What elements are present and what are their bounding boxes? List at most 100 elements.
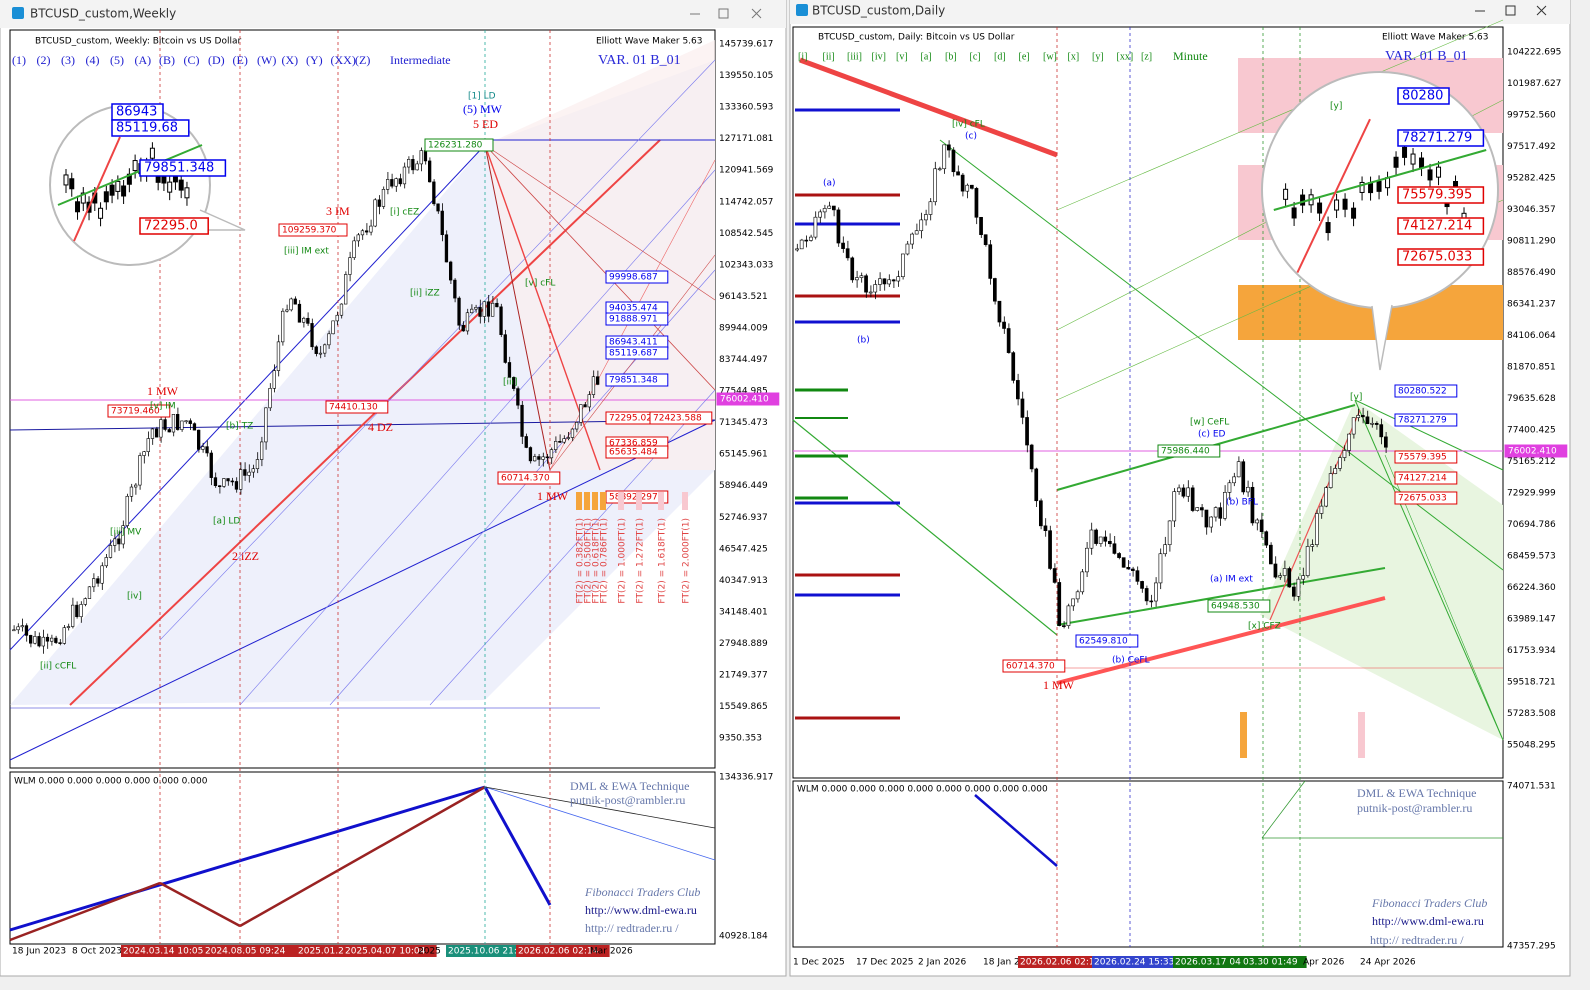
- wave-button[interactable]: [iv]: [872, 51, 886, 62]
- candle: [1241, 461, 1246, 493]
- candle: [96, 578, 100, 584]
- wave-button[interactable]: (5): [110, 53, 124, 67]
- zoom-level-box: [111, 119, 190, 137]
- wave-button[interactable]: (B): [159, 53, 175, 67]
- price-axis-label: 72929.999: [1507, 489, 1556, 499]
- candle: [310, 323, 314, 348]
- candle: [289, 298, 293, 311]
- wave-button[interactable]: [xx]: [1117, 51, 1134, 62]
- candle: [1347, 433, 1351, 451]
- wave-button[interactable]: [iii]: [847, 51, 862, 62]
- left-title: BTCUSD_custom,Weekly: [30, 7, 176, 21]
- candle: [155, 428, 159, 438]
- right-title: BTCUSD_custom,Daily: [812, 4, 945, 18]
- right-window-buttons[interactable]: [1475, 5, 1547, 16]
- wave-button[interactable]: [x]: [1068, 51, 1080, 62]
- candle: [1250, 486, 1255, 524]
- candle: [570, 428, 575, 438]
- wave-label: 5 ED: [473, 117, 498, 131]
- candle: [360, 230, 365, 236]
- wave-label: (a): [823, 179, 836, 189]
- wave-button[interactable]: [d]: [994, 51, 1006, 62]
- degree-button[interactable]: Intermediate: [390, 53, 451, 67]
- wave-button[interactable]: [i]: [798, 51, 807, 62]
- price-level: 60714.370: [1006, 662, 1055, 672]
- date-axis-label: 2026.03.17 04:35: [1175, 958, 1255, 968]
- wave-button[interactable]: [y]: [1092, 51, 1104, 62]
- wave-button[interactable]: (D): [208, 53, 225, 67]
- price-axis-label: 77400.425: [1507, 426, 1556, 436]
- candle: [831, 205, 836, 211]
- candle: [877, 278, 882, 285]
- price-axis-label: 108542.545: [719, 229, 773, 239]
- candle: [1310, 544, 1315, 547]
- wave-button[interactable]: [b]: [945, 51, 957, 62]
- price-level-box: [605, 312, 669, 326]
- candle: [1025, 417, 1029, 446]
- price-axis-label: 46547.425: [719, 544, 768, 554]
- fib-label: FT(2) = 0.500FT(1): [584, 518, 594, 604]
- price-level-box: [1394, 413, 1458, 427]
- wave-button[interactable]: (3): [61, 53, 75, 67]
- wave-button[interactable]: (Z): [355, 53, 370, 67]
- wave-button[interactable]: [e]: [1019, 51, 1030, 62]
- candle: [1011, 352, 1016, 381]
- wave-button[interactable]: (Y): [306, 53, 323, 67]
- date-axis-label: 24 Apr 2026: [1360, 958, 1416, 968]
- wave-button[interactable]: (X): [282, 53, 299, 67]
- wave-button[interactable]: (1): [12, 53, 26, 67]
- price-level-box: [1075, 634, 1139, 648]
- candle: [188, 420, 192, 424]
- variant-label: VAR. 01 B_01: [1385, 49, 1468, 64]
- candle: [201, 446, 205, 450]
- wave-button[interactable]: [a]: [921, 51, 932, 62]
- degree-button[interactable]: Minute: [1173, 49, 1208, 63]
- date-axis-label: Mar 2026: [590, 947, 633, 957]
- wave-button[interactable]: (E): [233, 53, 248, 67]
- candle: [322, 344, 327, 354]
- price-axis-label: 77544.985: [719, 387, 768, 397]
- wave-label: [ii] cCFL: [40, 662, 76, 672]
- price-axis-label: 133360.593: [719, 103, 773, 113]
- candle: [213, 477, 218, 487]
- chart-line: [1056, 19, 1504, 211]
- wave-button[interactable]: [c]: [970, 51, 981, 62]
- wave-button[interactable]: [w]: [1043, 51, 1057, 62]
- left-window-buttons[interactable]: [690, 8, 762, 19]
- candle: [1052, 568, 1057, 583]
- candle: [919, 219, 924, 232]
- zoom-candle: [98, 207, 104, 219]
- zoom-candle: [167, 181, 173, 193]
- wave-button[interactable]: (C): [184, 53, 200, 67]
- zoom-level: 85119.68: [116, 121, 178, 136]
- price-level: 85119.687: [609, 349, 658, 359]
- wave-button[interactable]: (2): [37, 53, 51, 67]
- candle: [251, 468, 255, 473]
- indicator-axis-label: 134336.917: [719, 773, 773, 783]
- price-axis-label: 34148.401: [719, 607, 768, 617]
- price-axis-label: 59518.721: [1507, 678, 1556, 688]
- wave-button[interactable]: (W): [257, 53, 276, 67]
- credit: http:// redtrader.ru /: [1370, 933, 1464, 947]
- candle: [813, 216, 818, 238]
- wave-button[interactable]: [v]: [896, 51, 908, 62]
- wave-button[interactable]: (XX): [331, 53, 356, 67]
- price-level-box: [1394, 471, 1458, 485]
- wave-button[interactable]: (4): [86, 53, 100, 67]
- candle: [928, 201, 933, 215]
- zoom-level: 79851.348: [144, 161, 214, 176]
- wave-button[interactable]: (A): [135, 53, 152, 67]
- candle: [16, 626, 20, 631]
- wave-button[interactable]: [z]: [1141, 51, 1152, 62]
- candle: [1089, 529, 1094, 549]
- fib-label: FT(2) = 2.000FT(1): [682, 518, 692, 604]
- candle: [1365, 416, 1370, 425]
- date-highlight: [446, 945, 534, 957]
- date-axis-label: Apr 2026: [1303, 958, 1345, 968]
- candle: [1328, 473, 1333, 488]
- candle: [933, 168, 937, 203]
- shade: [1260, 400, 1503, 740]
- wave-button[interactable]: [ii]: [823, 51, 835, 62]
- zoom-level: 86943: [116, 105, 157, 120]
- candle: [478, 307, 482, 317]
